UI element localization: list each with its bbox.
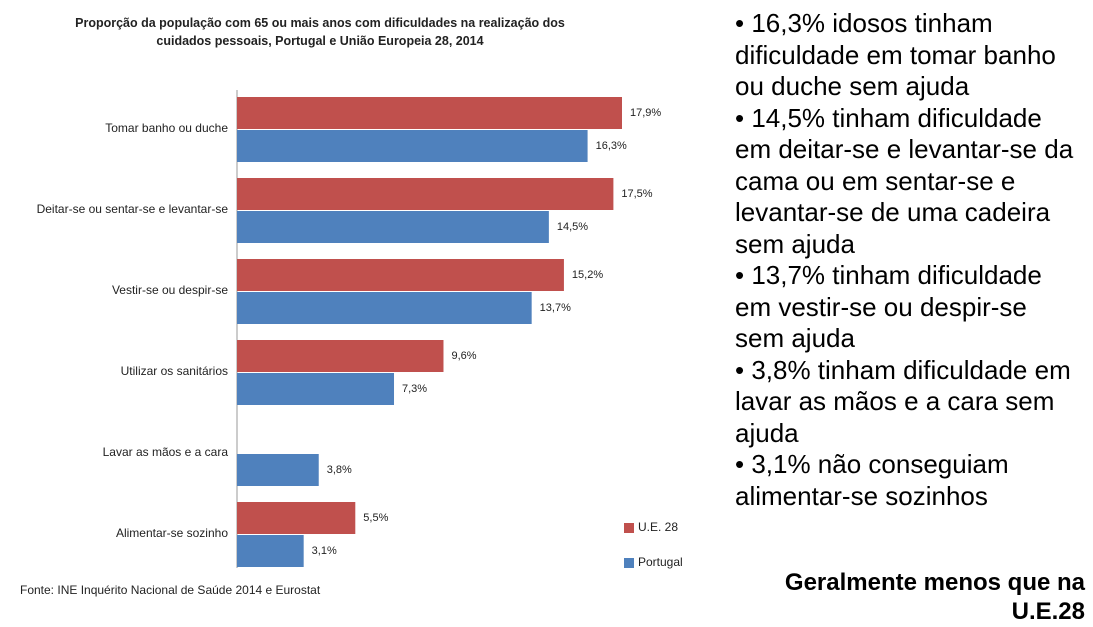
category-label: Deitar-se ou sentar-se e levantar-se [37, 202, 229, 216]
text-panel: • 16,3% idosos tinham dificuldade em tom… [735, 8, 1080, 512]
bullet: • 16,3% idosos tinham dificuldade em tom… [735, 8, 1056, 101]
value-label: 17,9% [630, 107, 661, 119]
chart-title: Proporção da população com 65 ou mais an… [75, 16, 565, 48]
legend-swatch [624, 558, 634, 568]
value-label: 3,1% [312, 545, 337, 557]
category-label: Lavar as mãos e a cara [103, 445, 229, 459]
bar [237, 502, 356, 534]
category-label: Vestir-se ou despir-se [112, 283, 228, 297]
value-label: 17,5% [621, 188, 652, 200]
chart: Fonte: INE Inquérito Nacional de Saúde 2… [20, 90, 683, 597]
value-label: 5,5% [363, 512, 388, 524]
bar [237, 373, 395, 405]
value-label: 9,6% [451, 350, 476, 362]
bullet: • 13,7% tinham dificuldade em vestir-se … [735, 260, 1042, 353]
value-label: 15,2% [572, 269, 603, 281]
bar [237, 535, 304, 567]
value-label: 3,8% [327, 464, 352, 476]
value-label: 13,7% [540, 302, 571, 314]
legend-label: Portugal [638, 555, 683, 569]
category-label: Utilizar os sanitários [121, 364, 228, 378]
bar [237, 259, 564, 291]
value-label: 14,5% [557, 221, 588, 233]
value-label: 7,3% [402, 383, 427, 395]
category-label: Tomar banho ou duche [105, 121, 228, 135]
bar [237, 178, 614, 210]
bar [237, 454, 319, 486]
bullet: • 3,8% tinham dificuldade em lavar as mã… [735, 354, 1071, 448]
bar [237, 130, 588, 162]
source: Fonte: INE Inquérito Nacional de Saúde 2… [20, 583, 321, 597]
bar [237, 97, 622, 129]
category-label: Alimentar-se sozinho [116, 526, 228, 540]
bar [237, 292, 532, 324]
bullet: • 14,5% tinham dificuldade em deitar-se … [735, 102, 1074, 259]
bar [237, 211, 549, 243]
legend-label: U.E. 28 [638, 520, 678, 534]
legend-swatch [624, 523, 634, 533]
conclusion: Geralmente menos que na U.E.28 [784, 569, 1085, 625]
value-label: 16,3% [596, 140, 627, 152]
bar [237, 340, 444, 372]
bullet: • 3,1% não conseguiam alimentar-se sozin… [735, 449, 1009, 511]
